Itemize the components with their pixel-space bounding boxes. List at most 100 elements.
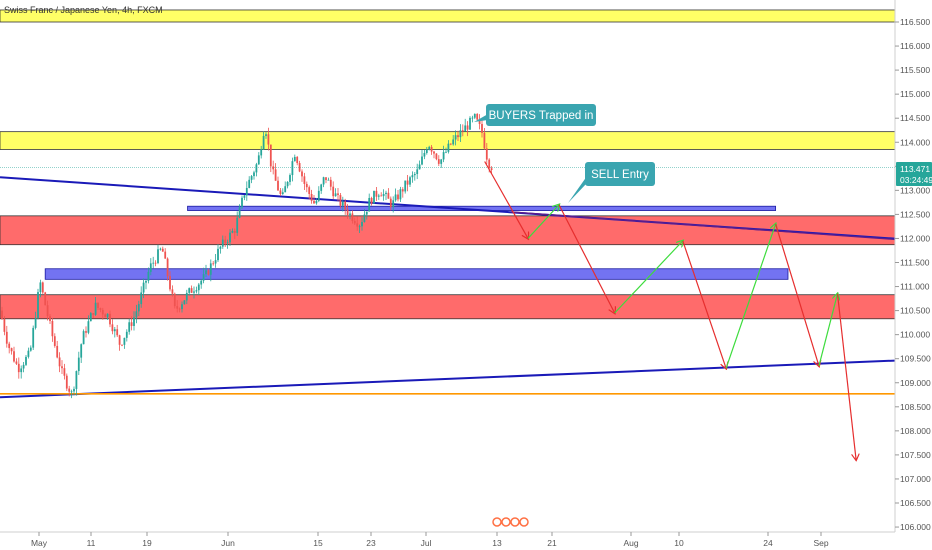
candle-body — [70, 391, 73, 393]
candle-body — [99, 308, 102, 310]
candle-body — [197, 284, 200, 291]
candle-body — [173, 293, 176, 307]
last-price-label: 113.471 — [900, 164, 930, 174]
candle-body — [75, 371, 78, 389]
candle-body — [464, 125, 467, 132]
projection-arrow-down — [484, 161, 528, 238]
candle-body — [449, 143, 452, 145]
candle-body — [29, 347, 32, 351]
candle-body — [440, 159, 443, 164]
candle-body — [490, 168, 493, 171]
event-marker[interactable] — [510, 517, 520, 527]
candle-body — [80, 344, 83, 358]
candle-body — [238, 207, 241, 218]
event-marker[interactable] — [492, 517, 502, 527]
candle-body — [387, 192, 390, 199]
candle-body — [476, 113, 479, 120]
candle-body — [293, 156, 296, 162]
candle-body — [202, 274, 205, 281]
candle-body — [169, 276, 171, 290]
price-axis[interactable] — [895, 0, 932, 532]
candle-body — [140, 292, 143, 305]
candle-body — [344, 201, 347, 210]
candle-body — [313, 200, 315, 204]
candle-body — [430, 146, 433, 152]
candle-body — [113, 329, 116, 332]
candle-body — [389, 198, 392, 208]
candle-body — [437, 159, 440, 164]
y-tick-label: 108.000 — [900, 426, 931, 436]
candle-body — [310, 193, 313, 201]
candle-body — [373, 190, 375, 204]
candle-body — [221, 239, 224, 247]
candle-body — [339, 195, 342, 206]
candle-body — [320, 184, 323, 191]
x-tick-label: 13 — [492, 538, 502, 548]
candle-body — [51, 321, 54, 337]
candle-body — [77, 357, 80, 372]
candle-body — [137, 304, 140, 312]
event-marker[interactable] — [501, 517, 511, 527]
candle-body — [166, 258, 169, 277]
candle-body — [473, 113, 476, 118]
candle-body — [125, 331, 128, 338]
x-tick-label: 15 — [313, 538, 323, 548]
candle-body — [454, 135, 457, 140]
y-tick-label: 116.500 — [900, 17, 930, 27]
candle-body — [135, 311, 138, 318]
candle-body — [17, 363, 20, 373]
candle-body — [73, 388, 75, 392]
candle-body — [236, 217, 239, 233]
candle-body — [164, 251, 167, 259]
candle-body — [253, 172, 255, 177]
candle-body — [485, 148, 488, 160]
candle-body — [483, 132, 486, 149]
blue-zone — [44, 268, 789, 280]
time-axis[interactable] — [0, 532, 932, 550]
sell-callout-box — [585, 162, 655, 186]
candle-body — [272, 166, 275, 170]
candle-body — [15, 361, 18, 364]
candle-body — [58, 357, 61, 367]
symbol-title: Swiss Franc / Japanese Yen, 4h, FXCM — [4, 5, 163, 15]
projection-arrow-up — [527, 205, 559, 239]
candle-body — [459, 130, 462, 138]
candle-body — [418, 164, 421, 170]
purple-trend-line — [510, 211, 896, 241]
candle-body — [154, 262, 157, 264]
candle-body — [404, 180, 407, 192]
projection-arrow-down — [836, 293, 857, 460]
candle-body — [217, 248, 219, 261]
y-tick-label: 115.000 — [900, 89, 930, 99]
candle-body — [224, 239, 227, 244]
candle-body — [13, 351, 15, 362]
candle-body — [406, 180, 409, 185]
candle-body — [89, 313, 92, 322]
candle-body — [375, 190, 378, 197]
y-tick-label: 110.000 — [900, 330, 930, 340]
events-markers[interactable] — [492, 517, 529, 527]
candle-body — [245, 187, 248, 196]
buyers-callout-box — [486, 104, 596, 126]
candle-body — [447, 143, 450, 152]
candle-body — [385, 192, 387, 195]
candle-body — [229, 232, 231, 243]
candle-body — [337, 193, 339, 196]
candle-body — [49, 316, 51, 322]
candle-body — [219, 246, 222, 249]
sell-callout-text: SELL Entry — [591, 169, 649, 181]
candle-body — [392, 200, 395, 208]
candle-body — [416, 169, 419, 175]
candle-body — [411, 175, 414, 178]
y-tick-label: 114.000 — [900, 137, 930, 147]
y-tick-label: 114.500 — [900, 113, 930, 123]
y-tick-label: 112.500 — [900, 209, 930, 219]
x-tick-label: Sep — [813, 538, 828, 548]
candle-body — [341, 201, 344, 206]
candle-body — [298, 163, 301, 172]
y-tick-label: 115.500 — [900, 65, 930, 75]
event-marker[interactable] — [519, 517, 529, 527]
candle-body — [3, 319, 6, 332]
